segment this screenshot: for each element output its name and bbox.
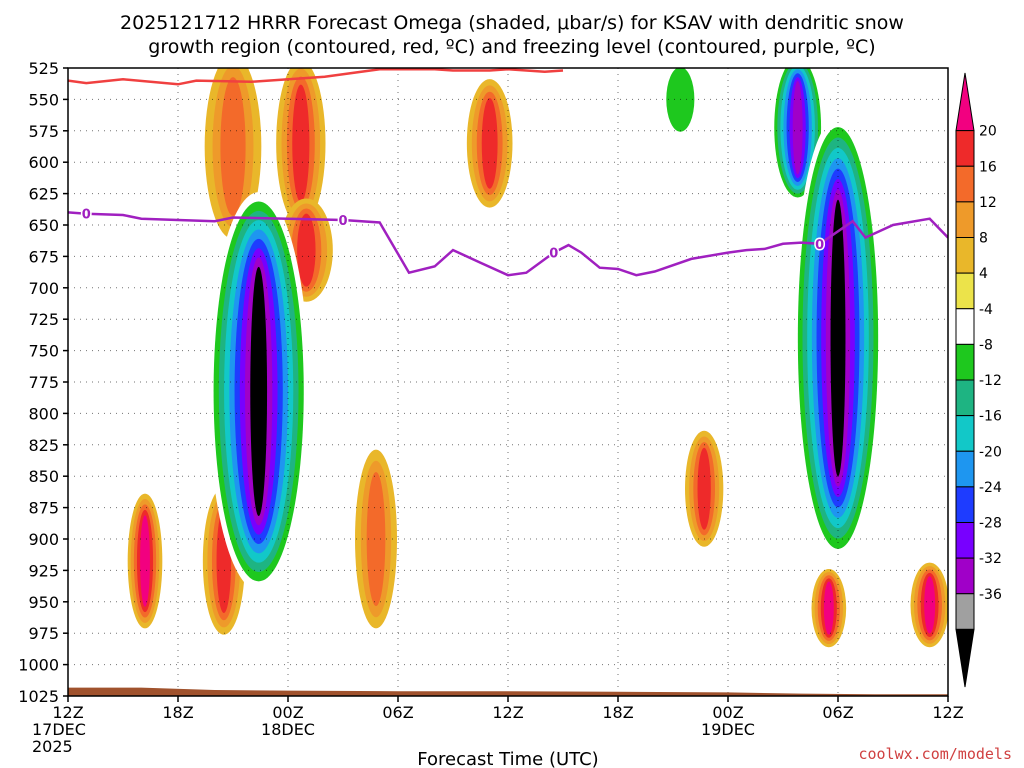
omega-cell-7-level-3	[481, 97, 498, 189]
freezing-level-label-3: 0	[815, 238, 824, 253]
omega-cell-8-level-4	[140, 515, 150, 607]
y-tick-label-1000: 1000	[18, 656, 59, 675]
terrain-below-ground	[68, 687, 948, 696]
omega-cell-6-level-3	[697, 447, 711, 530]
y-tick-label-1025: 1025	[18, 687, 59, 706]
colorbar-swatch-14	[955, 593, 975, 630]
y-tick-label-575: 575	[28, 122, 59, 141]
colorbar-swatch-12	[955, 522, 975, 559]
colorbar-label-3: 8	[979, 231, 988, 247]
colorbar-label-11: -28	[979, 516, 1002, 532]
omega-cell-3-level-3	[292, 84, 310, 203]
x-tick-label-0-0: 12Z	[52, 703, 83, 722]
y-tick-label-950: 950	[28, 593, 59, 612]
colorbar-swatch-1	[955, 130, 975, 167]
colorbar-swatch-0	[955, 72, 975, 132]
y-tick-label-825: 825	[28, 436, 59, 455]
colorbar-swatch-5	[955, 272, 975, 310]
y-tick-label-975: 975	[28, 624, 59, 643]
x-tick-label-6-1: 19DEC	[701, 720, 755, 739]
dgz-contour-line	[68, 68, 564, 86]
y-tick-label-775: 775	[28, 373, 59, 392]
omega-cell-12-level-8	[250, 266, 268, 516]
x-tick-label-2-1: 18DEC	[261, 720, 315, 739]
colorbar-swatch-2	[955, 165, 975, 203]
y-tick-label-675: 675	[28, 247, 59, 266]
y-tick-label-725: 725	[28, 310, 59, 329]
y-tick-label-875: 875	[28, 499, 59, 518]
y-tick-label-600: 600	[28, 153, 59, 172]
colorbar-swatch-11	[955, 486, 975, 523]
y-axis-pressure: 525 550 575 600 625 650 675 700 725 750 775 800 825 8…	[18, 59, 68, 706]
colorbar-swatch-7	[955, 343, 975, 381]
colorbar-label-6: -8	[979, 337, 993, 353]
omega-cell-9-level-4	[924, 576, 936, 634]
freezing-level-label-0: 0	[82, 208, 91, 223]
colorbar-swatch-6	[955, 308, 975, 345]
x-tick-label-0-2: 2025	[32, 737, 73, 756]
colorbar-label-8: -16	[979, 409, 1002, 425]
colorbar-label-0: 20	[979, 124, 997, 140]
x-tick-label-2-0: 00Z	[272, 703, 303, 722]
y-tick-label-925: 925	[28, 561, 59, 580]
colorbar-label-2: 12	[979, 195, 997, 211]
omega-cell-1-level-2	[220, 77, 246, 216]
colorbar-label-5: -4	[979, 302, 993, 318]
y-tick-label-525: 525	[28, 59, 59, 78]
x-axis-label: Forecast Time (UTC)	[417, 749, 598, 768]
x-tick-label-8-0: 12Z	[932, 703, 963, 722]
colorbar-swatch-10	[955, 450, 975, 488]
colorbar-label-4: 4	[979, 266, 988, 282]
colorbar-swatch-15	[955, 628, 975, 688]
x-tick-label-6-0: 00Z	[712, 703, 743, 722]
y-tick-label-750: 750	[28, 342, 59, 361]
freezing-level-label-2: 0	[549, 247, 558, 262]
x-tick-label-4-0: 12Z	[492, 703, 523, 722]
omega-cell-11-level-7	[792, 80, 803, 175]
contours: 0 0 0 0	[68, 68, 948, 277]
colorbar-swatch-9	[955, 415, 975, 452]
colorbar-label-13: -36	[979, 587, 1002, 603]
colorbar-label-10: -24	[979, 480, 1002, 496]
x-tick-label-0-1: 17DEC	[32, 720, 86, 739]
x-tick-label-3-0: 06Z	[382, 703, 413, 722]
colorbar-label-9: -20	[979, 444, 1002, 460]
freezing-level-label-1: 0	[338, 214, 347, 229]
chart-title-line1: 2025121712 HRRR Forecast Omega (shaded, …	[120, 12, 904, 34]
colorbar-label-1: 16	[979, 159, 997, 175]
y-tick-label-550: 550	[28, 90, 59, 109]
chart-title-line2: growth region (contoured, red, ºC) and f…	[148, 36, 875, 58]
y-tick-label-650: 650	[28, 216, 59, 235]
plot-area: 0 0 0 0	[67, 67, 949, 697]
x-tick-label-5-0: 18Z	[602, 703, 633, 722]
y-tick-label-700: 700	[28, 279, 59, 298]
colorbar-swatch-3	[955, 201, 975, 238]
x-tick-label-7-0: 06Z	[822, 703, 853, 722]
omega-cell-10-level-4	[823, 581, 834, 635]
omega-cell-2-level-2	[366, 471, 386, 607]
omega-cell-4-level-3	[297, 213, 316, 287]
y-tick-label-625: 625	[28, 185, 59, 204]
y-tick-label-800: 800	[28, 404, 59, 423]
x-tick-label-1-0: 18Z	[162, 703, 193, 722]
colorbar-swatch-13	[955, 557, 975, 595]
credit-text: coolwx.com/models	[858, 745, 1012, 763]
colorbar-swatch-8	[955, 379, 975, 417]
colorbar-label-12: -32	[979, 551, 1002, 567]
y-tick-label-900: 900	[28, 530, 59, 549]
colorbar: 20 16 12 8 4 -4 -8 -12 -16 -20 -24 -28 -32 -36	[955, 72, 1002, 688]
colorbar-swatch-4	[955, 237, 975, 274]
colorbar-label-7: -12	[979, 373, 1002, 389]
y-tick-label-850: 850	[28, 467, 59, 486]
freezing-level-line	[68, 211, 948, 277]
